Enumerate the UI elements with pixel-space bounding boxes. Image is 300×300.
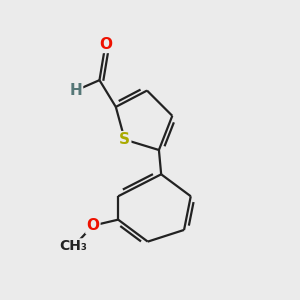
Text: O: O bbox=[86, 218, 99, 233]
Text: O: O bbox=[99, 37, 112, 52]
Text: CH₃: CH₃ bbox=[60, 239, 88, 254]
Text: S: S bbox=[119, 132, 130, 147]
Text: H: H bbox=[69, 83, 82, 98]
